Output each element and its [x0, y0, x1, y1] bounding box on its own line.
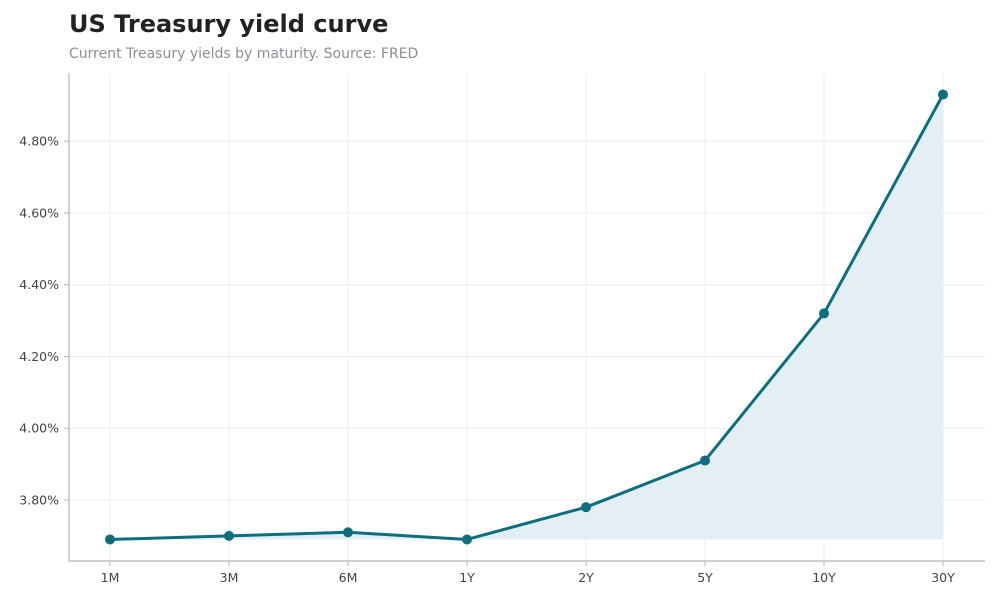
y-tick-label: 4.20% — [19, 349, 59, 364]
x-tick-label: 1Y — [459, 570, 475, 585]
series-line — [108, 93, 945, 541]
data-point — [938, 89, 948, 100]
x-tick-label: 5Y — [697, 570, 713, 585]
y-tick-label: 4.40% — [19, 277, 59, 292]
chart-title: US Treasury yield curve — [69, 10, 389, 38]
x-tick-label: 10Y — [812, 570, 836, 585]
data-point — [224, 530, 234, 541]
y-tick-label: 4.80% — [19, 134, 59, 149]
data-point — [700, 455, 710, 466]
data-point — [105, 534, 115, 545]
data-point — [819, 308, 829, 319]
data-point — [343, 527, 353, 538]
y-tick-label: 4.00% — [19, 421, 59, 436]
x-tick-label: 30Y — [931, 570, 955, 585]
x-tick-label: 1M — [101, 570, 120, 585]
x-tick-label: 3M — [220, 570, 239, 585]
data-point — [462, 534, 472, 545]
area-fill — [110, 94, 943, 540]
x-tick-label: 6M — [339, 570, 358, 585]
y-tick-label: 4.60% — [19, 205, 59, 220]
x-tick-label: 2Y — [578, 570, 594, 585]
chart-subtitle: Current Treasury yields by maturity. Sou… — [69, 46, 419, 62]
data-point — [581, 502, 591, 513]
y-tick-label: 3.80% — [19, 493, 59, 508]
